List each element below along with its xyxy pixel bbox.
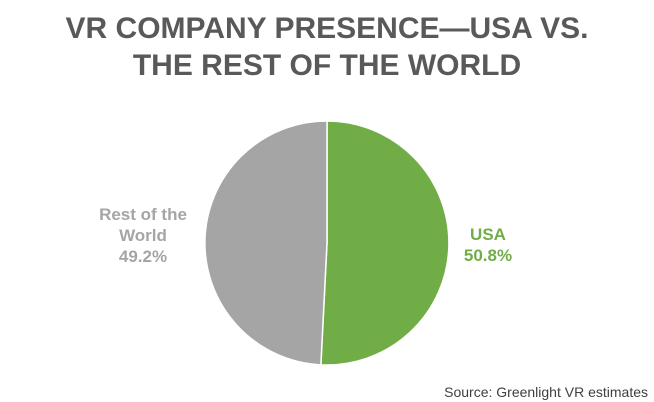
pie-label-line: World [119,226,167,245]
pie-slice-rest-of-the-world [204,120,328,366]
pie-label-line: USA [470,225,506,244]
chart-title-line-1: VR COMPANY PRESENCE—USA VS. [65,12,589,45]
source-note: Source: Greenlight VR estimates [444,384,648,400]
pie-label-rest-of-the-world: Rest of the World 49.2% [99,205,187,266]
pie-label-line: 49.2% [119,247,167,266]
chart-title-line-2: THE REST OF THE WORLD [132,49,522,82]
pie-label-line: Rest of the [99,205,187,224]
pie-slice-usa [320,120,450,366]
chart-title: VR COMPANY PRESENCE—USA VS. THE REST OF … [0,10,654,84]
pie-label-usa: USA 50.8% [464,225,512,265]
pie-label-line: 50.8% [464,246,512,265]
